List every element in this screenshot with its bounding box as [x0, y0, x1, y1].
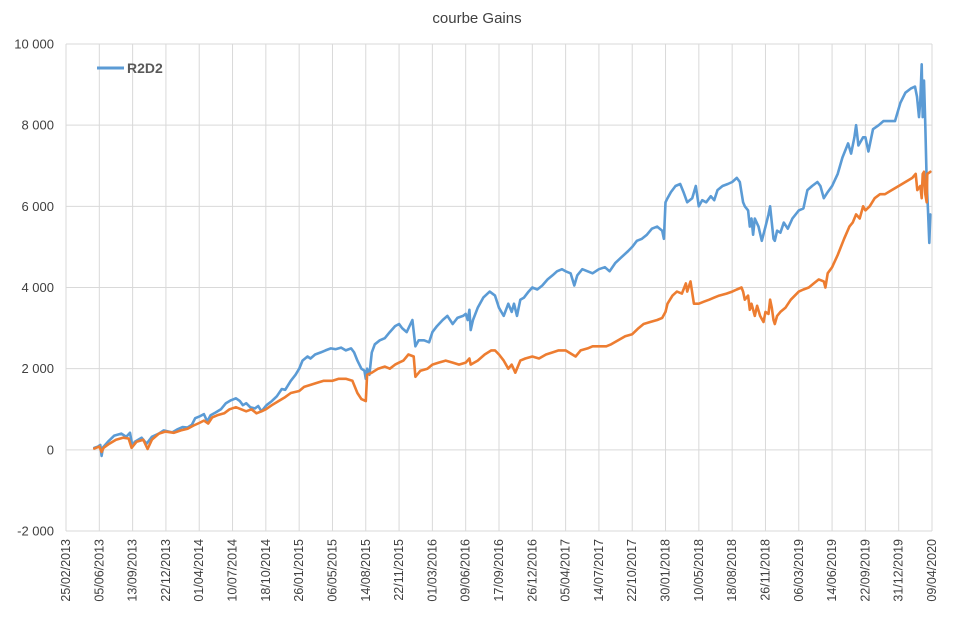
- y-tick-label: 2 000: [21, 361, 54, 376]
- x-tick-label: 09/06/2016: [459, 539, 473, 602]
- x-tick-label: 22/10/2017: [625, 539, 639, 602]
- x-tick-label: 18/08/2018: [725, 539, 739, 602]
- x-tick-label: 09/04/2020: [925, 539, 939, 602]
- x-tick-label: 22/11/2015: [392, 539, 406, 601]
- x-tick-label: 22/09/2019: [858, 539, 872, 602]
- x-tick-label: 01/03/2016: [425, 539, 439, 602]
- legend: R2D2: [97, 60, 163, 76]
- x-tick-label: 01/04/2014: [192, 539, 206, 602]
- x-tick-label: 26/11/2018: [758, 539, 772, 601]
- x-tick-label: 14/07/2017: [592, 539, 606, 602]
- x-tick-label: 26/01/2015: [292, 539, 306, 602]
- grid: [65, 43, 933, 532]
- chart-title: courbe Gains: [432, 10, 521, 27]
- x-tick-label: 25/02/2013: [59, 539, 73, 602]
- series-line-r2d2: [93, 63, 932, 458]
- x-tick-label: 10/05/2018: [692, 539, 706, 602]
- x-tick-label: 05/04/2017: [559, 539, 573, 602]
- series-line-series-2: [93, 170, 932, 454]
- x-tick-label: 13/09/2013: [126, 539, 140, 602]
- x-tick-label: 26/12/2016: [525, 539, 539, 602]
- y-tick-label: 10 000: [14, 37, 54, 52]
- x-tick-label: 06/05/2015: [325, 539, 339, 602]
- x-axis-ticks: 25/02/2013 05/06/2013 13/09/2013 22/12/2013…: [59, 539, 939, 602]
- y-axis-ticks: -2 000 0 2 000 4 000 6 000 8 000 10 000: [14, 37, 54, 539]
- y-tick-label: 6 000: [21, 199, 54, 214]
- x-tick-label: 18/10/2014: [259, 539, 273, 602]
- x-tick-label: 30/01/2018: [659, 539, 673, 602]
- x-tick-label: 22/12/2013: [159, 539, 173, 602]
- y-tick-label: 4 000: [21, 280, 54, 295]
- y-tick-label: -2 000: [17, 524, 54, 539]
- x-tick-label: 06/03/2019: [792, 539, 806, 602]
- y-tick-label: 8 000: [21, 118, 54, 133]
- x-tick-label: 10/07/2014: [226, 539, 240, 602]
- legend-label-r2d2: R2D2: [127, 60, 163, 76]
- x-tick-label: 14/08/2015: [359, 539, 373, 602]
- x-tick-label: 17/09/2016: [492, 539, 506, 602]
- series-lines: [93, 63, 932, 458]
- y-tick-label: 0: [47, 442, 54, 457]
- x-tick-label: 14/06/2019: [825, 539, 839, 602]
- x-tick-label: 31/12/2019: [892, 539, 906, 602]
- x-tick-label: 05/06/2013: [92, 539, 106, 602]
